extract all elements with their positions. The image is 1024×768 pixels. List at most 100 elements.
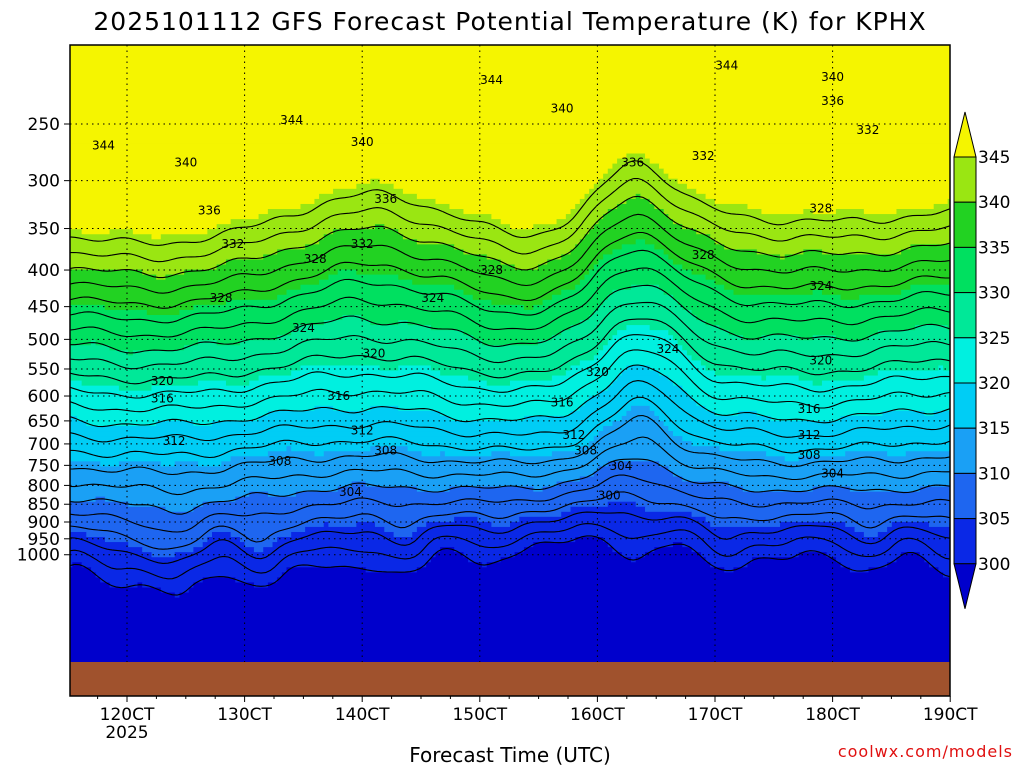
contour-fill-cell <box>370 320 399 326</box>
contour-fill-cell <box>691 355 950 362</box>
contour-fill-cell <box>263 254 488 261</box>
contour-fill-cell <box>370 405 399 412</box>
contour-fill-cell <box>70 471 595 478</box>
contour-fill-cell <box>663 289 735 296</box>
contour-fill-cell <box>570 249 614 256</box>
contour-fill-cell <box>686 350 950 356</box>
contour-label: 320 <box>151 374 174 388</box>
contour-fill-cell <box>70 52 950 59</box>
contour-fill-cell <box>416 567 725 573</box>
contour-fill-cell <box>621 244 655 250</box>
contour-label: 304 <box>609 459 632 473</box>
contour-fill-cell <box>398 274 586 281</box>
contour-fill-cell <box>570 325 627 331</box>
contour-fill-cell <box>393 531 413 538</box>
x-tick-label: 160CT <box>570 705 625 725</box>
contour-fill-cell <box>95 340 199 346</box>
contour-fill-cell <box>929 562 950 568</box>
y-tick-label: 950 <box>28 530 60 550</box>
contour-fill-cell <box>277 294 474 301</box>
y-tick-label: 450 <box>28 298 60 318</box>
colorbar-tick-label: 340 <box>978 193 1010 213</box>
contour-fill-cell <box>70 587 162 594</box>
contour-fill-cell <box>682 542 950 548</box>
contour-fill-cell <box>70 496 97 503</box>
contour-fill-cell <box>70 390 600 397</box>
colorbar-tick-label: 310 <box>978 464 1010 484</box>
contour-fill-cell <box>491 214 567 220</box>
contour-fill-cell <box>70 597 950 604</box>
contour-fill-cell <box>86 531 213 538</box>
contour-fill-cell <box>677 340 950 346</box>
contour-fill-cell <box>239 537 278 543</box>
contour-fill-cell <box>621 370 660 377</box>
contour-fill-cell <box>565 370 623 377</box>
contour-fill-cell <box>887 526 950 533</box>
contour-fill-cell <box>109 229 134 235</box>
contour-fill-cell <box>230 219 502 225</box>
contour-fill-cell <box>70 103 950 109</box>
contour-fill-cell <box>286 567 367 573</box>
contour-fill-cell <box>919 486 950 493</box>
contour-fill-cell <box>193 582 255 589</box>
contour-fill-cell <box>100 461 120 467</box>
contour-fill-cell <box>370 446 409 452</box>
contour-fill-cell <box>658 370 716 377</box>
contour-fill-cell <box>70 254 264 261</box>
contour-fill-cell <box>70 491 250 498</box>
contour-fill-cell <box>486 562 711 568</box>
contour-fill-cell <box>70 148 950 155</box>
contour-fill-cell <box>212 420 614 427</box>
contour-fill-cell <box>570 365 627 372</box>
contour-fill-cell <box>70 436 595 442</box>
contour-fill-cell <box>798 456 950 462</box>
y-tick-label: 650 <box>28 412 60 432</box>
contour-fill-cell <box>393 183 595 190</box>
contour-fill-cell <box>835 209 865 215</box>
contour-fill-cell <box>70 224 218 230</box>
contour-fill-cell <box>70 289 288 296</box>
contour-fill-cell <box>542 486 744 493</box>
chart-title: 2025101112 GFS Forecast Potential Temper… <box>93 7 926 36</box>
contour-fill-cell <box>277 249 465 256</box>
colorbar-bin <box>953 201 977 248</box>
credit-link[interactable]: coolwx.com/models <box>838 742 1013 761</box>
contour-fill-cell <box>235 496 950 503</box>
contour-fill-cell <box>70 486 339 493</box>
contour-fill-cell <box>617 158 651 165</box>
x-tick-label: 120CT <box>100 705 155 725</box>
contour-label: 304 <box>339 485 362 499</box>
contour-fill-cell <box>174 552 437 558</box>
contour-fill-cell <box>533 304 600 311</box>
contour-fill-cell <box>454 284 576 291</box>
contour-fill-cell <box>70 299 227 306</box>
contour-fill-cell <box>295 325 432 331</box>
contour-fill-cell <box>691 269 950 276</box>
contour-fill-cell <box>70 198 316 205</box>
contour-fill-cell <box>924 557 950 563</box>
contour-fill-cell <box>593 355 693 362</box>
contour-fill-cell <box>910 284 950 291</box>
contour-fill-cell <box>426 521 492 528</box>
contour-fill-cell <box>70 335 278 341</box>
contour-fill-cell <box>258 415 451 422</box>
contour-fill-cell <box>761 209 804 215</box>
contour-fill-cell <box>607 461 660 467</box>
contour-fill-cell <box>300 203 451 210</box>
contour-fill-cell <box>463 289 562 296</box>
contour-fill-cell <box>337 486 418 493</box>
contour-fill-cell <box>584 193 637 200</box>
contour-fill-cell <box>70 632 950 639</box>
contour-line-318 <box>70 380 950 443</box>
contour-fill-cell <box>160 461 176 467</box>
contour-label: 340 <box>821 70 844 84</box>
contour-fill-cell <box>472 335 553 341</box>
contour-fill-cell <box>70 62 950 69</box>
contour-fill-cell <box>70 658 950 664</box>
contour-fill-cell <box>407 446 581 452</box>
y-axis-pressure: 2503003504004505005506006507007508008509… <box>17 115 70 566</box>
contour-fill-cell <box>696 188 950 195</box>
contour-fill-cell <box>70 72 950 79</box>
contour-fill-cell <box>291 531 395 538</box>
contour-fill-cell <box>812 380 823 387</box>
